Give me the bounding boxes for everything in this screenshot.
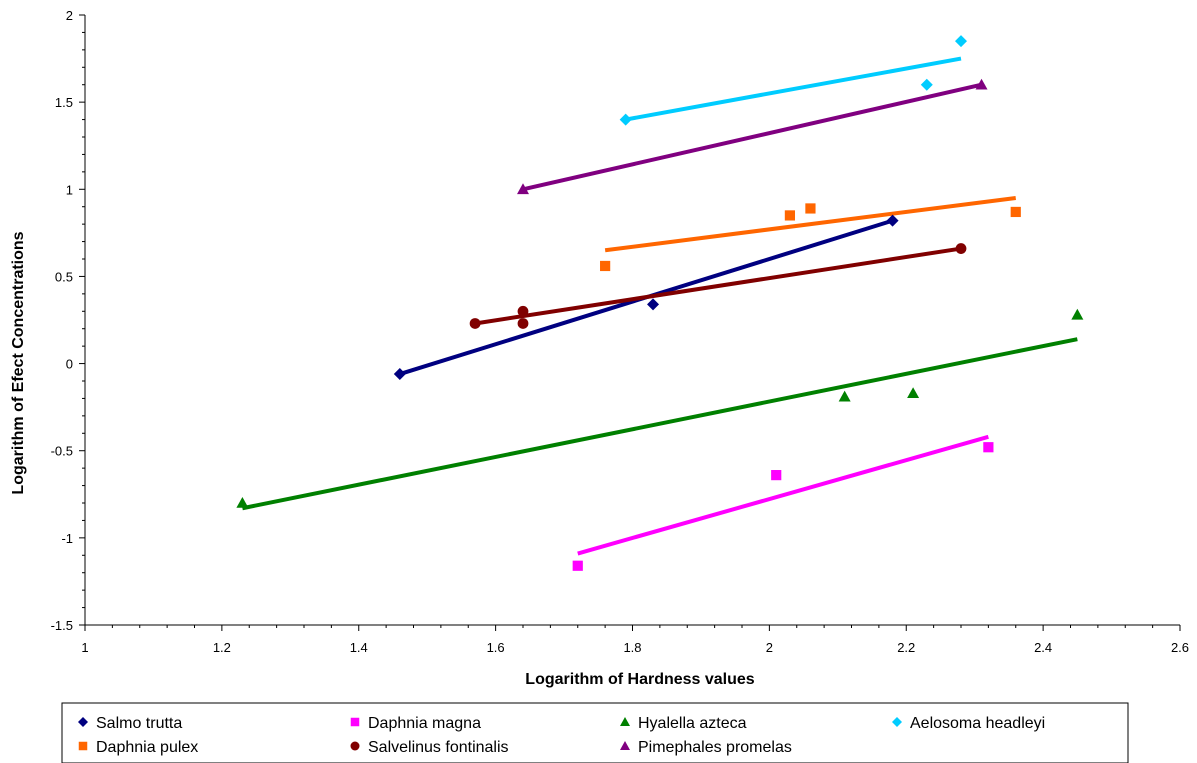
point-daphnia-pulex bbox=[805, 203, 816, 214]
point-daphnia-pulex bbox=[784, 210, 796, 221]
trendline-salvelinus-fontinalis bbox=[474, 246, 962, 326]
point-salmo-trutta bbox=[393, 368, 406, 381]
legend-marker-daphnia-pulex bbox=[78, 741, 88, 751]
point-hyalella-azteca bbox=[907, 387, 920, 398]
point-salvelinus-fontinalis bbox=[955, 243, 967, 254]
x-axis-title: Logarithm of Hardness values bbox=[525, 671, 754, 688]
point-aelosoma-headleyi bbox=[955, 35, 967, 48]
x-tick-label: 1 bbox=[81, 640, 88, 655]
x-tick-label: 1.8 bbox=[623, 640, 641, 655]
point-pimephales-promelas bbox=[517, 183, 529, 195]
trendline-aelosoma-headleyi bbox=[625, 56, 962, 122]
legend-marker-hyalella-azteca bbox=[620, 717, 630, 726]
point-salmo-trutta bbox=[886, 214, 899, 227]
data-points bbox=[236, 35, 1084, 571]
trendline-hyalella-azteca bbox=[242, 337, 1078, 511]
point-daphnia-magna bbox=[983, 442, 994, 453]
x-tick-label: 2.2 bbox=[897, 640, 915, 655]
y-tick-label: -1.5 bbox=[51, 618, 73, 633]
legend-label-daphnia-magna: Daphnia magna bbox=[368, 715, 481, 732]
y-tick-label: -0.5 bbox=[51, 444, 73, 459]
trendline-pimephales-promelas bbox=[522, 82, 982, 192]
y-tick-label: 0 bbox=[66, 357, 73, 372]
point-salvelinus-fontinalis bbox=[517, 305, 529, 317]
point-daphnia-magna bbox=[572, 560, 583, 571]
legend-label-aelosoma-headleyi: Aelosoma headleyi bbox=[910, 715, 1045, 732]
x-tick-label: 1.2 bbox=[213, 640, 231, 655]
point-aelosoma-headleyi bbox=[619, 113, 632, 126]
legend: Salmo trutta Daphnia magna Hyalella azteca… bbox=[61, 702, 1129, 763]
point-daphnia-pulex bbox=[1010, 206, 1021, 218]
point-salvelinus-fontinalis bbox=[469, 318, 481, 329]
y-tick-label: 1 bbox=[66, 182, 73, 197]
x-tick-label: 2.4 bbox=[1034, 640, 1052, 655]
point-salvelinus-fontinalis bbox=[517, 318, 529, 329]
y-axis-title: Logarithm of Efect Concentrations bbox=[10, 231, 27, 494]
x-tick-label: 1.6 bbox=[487, 640, 505, 655]
point-aelosoma-headleyi bbox=[920, 78, 933, 91]
x-tick-label: 2.6 bbox=[1171, 640, 1189, 655]
legend-marker-aelosoma-headleyi bbox=[892, 717, 902, 727]
point-hyalella-azteca bbox=[838, 390, 851, 402]
x-tick-label: 1.4 bbox=[350, 640, 368, 655]
legend-marker-pimephales-promelas bbox=[620, 741, 630, 750]
legend-box bbox=[61, 702, 1129, 763]
x-tick-label: 2 bbox=[766, 640, 773, 655]
legend-label-hyalella-azteca: Hyalella azteca bbox=[638, 715, 747, 732]
point-pimephales-promelas bbox=[975, 78, 988, 90]
y-tick-label: 2 bbox=[66, 8, 73, 23]
y-tick-label: 1.5 bbox=[55, 95, 73, 110]
trendline-daphnia-magna bbox=[577, 434, 989, 556]
trendlines bbox=[242, 56, 1078, 556]
axes: -1.5 -1 -0.5 0 0.5 1 1.5 2 1 1.2 1.4 1.6 1.8 2 2.2 2.4 2… bbox=[51, 8, 1189, 655]
point-salmo-trutta bbox=[647, 298, 660, 311]
point-daphnia-magna bbox=[771, 470, 782, 481]
point-hyalella-azteca bbox=[236, 497, 249, 508]
legend-label-daphnia-pulex: Daphnia pulex bbox=[96, 739, 198, 756]
legend-label-pimephales-promelas: Pimephales promelas bbox=[638, 739, 792, 756]
point-daphnia-pulex bbox=[600, 260, 611, 272]
legend-label-salmo-trutta: Salmo trutta bbox=[96, 715, 182, 732]
y-tick-label: -1 bbox=[61, 531, 73, 546]
point-hyalella-azteca bbox=[1071, 308, 1084, 320]
legend-marker-daphnia-magna bbox=[350, 717, 360, 727]
legend-label-salvelinus-fontinalis: Salvelinus fontinalis bbox=[368, 739, 509, 756]
legend-marker-salvelinus-fontinalis bbox=[350, 741, 360, 751]
y-tick-label: 0.5 bbox=[55, 269, 73, 284]
trendline-daphnia-pulex bbox=[604, 196, 1017, 253]
legend-marker-salmo-trutta bbox=[78, 717, 88, 727]
